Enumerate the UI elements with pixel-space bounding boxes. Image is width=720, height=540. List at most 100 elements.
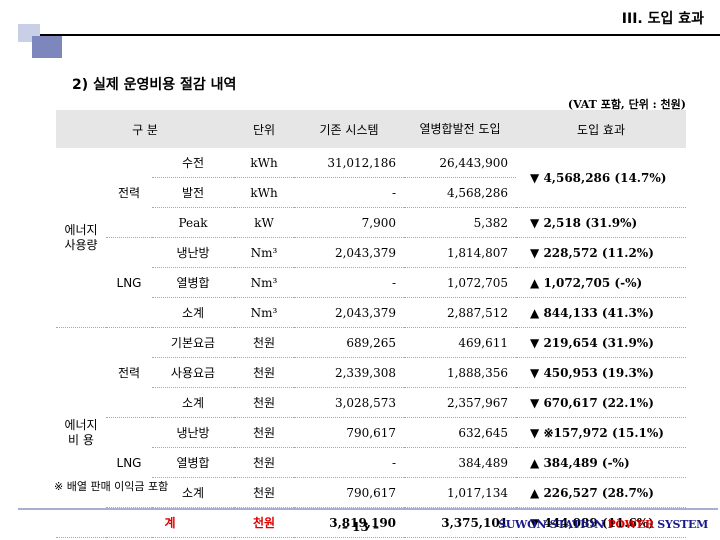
subgroup-lng: LNG (106, 417, 152, 508)
row-effect: ▼ ※157,972 (15.1%) (516, 417, 687, 448)
header-category: 구 분 (56, 110, 235, 148)
row-existing: 790,617 (294, 417, 405, 448)
row-cogen: 2,887,512 (404, 297, 517, 328)
row-label: 냉난방 (152, 417, 235, 448)
row-effect: ▼ 228,572 (11.2%) (516, 237, 687, 268)
row-unit: kW (234, 207, 295, 238)
row-effect: ▼ 219,654 (31.9%) (516, 327, 687, 358)
row-existing: - (294, 267, 405, 298)
total-label: 계 (106, 507, 235, 538)
table-row: 사용요금 천원 2,339,308 1,888,356 ▼ 450,953 (1… (56, 357, 687, 388)
row-unit: kWh (234, 148, 295, 178)
table-row: 열병합 Nm³ - 1,072,705 ▲ 1,072,705 (-%) (56, 267, 687, 298)
footer-rule (18, 508, 718, 510)
group-usage: 에너지 사용량 (56, 148, 106, 328)
row-existing: 2,043,379 (294, 237, 405, 268)
table-row: 에너지 사용량 전력 수전 kWh 31,012,186 26,443,900 … (56, 148, 687, 328)
brand-part3: SYSTEM (653, 518, 708, 531)
table-row: Peak kW 7,900 5,382 ▼ 2,518 (31.9%) (56, 207, 687, 238)
page-subtitle: 2) 실제 운영비용 절감 내역 (72, 77, 237, 93)
row-unit: 천원 (234, 477, 295, 508)
row-label: 소계 (152, 387, 235, 418)
total-effect: ▼ 444,089 (11.6%) (516, 507, 687, 538)
row-cogen: 632,645 (404, 417, 517, 448)
row-effect: ▼ 2,518 (31.9%) (516, 207, 687, 238)
row-cogen: 5,382 (404, 207, 517, 238)
row-effect: ▲ 384,489 (-%) (516, 447, 687, 478)
subgroup-lng: LNG (106, 237, 152, 328)
total-cogen: 3,375,101 (404, 507, 517, 538)
table-row: LNG 냉난방 Nm³ 2,043,379 1,814,807 ▼ 228,57… (56, 237, 687, 328)
table-row: 발전 kWh - 4,568,286 (56, 177, 686, 208)
header-unit: 단위 (234, 110, 295, 148)
row-unit: 천원 (234, 447, 295, 478)
row-label: 열병합 (152, 267, 235, 298)
row-cogen: 1,814,807 (404, 237, 517, 268)
table-row: 열병합 천원 - 384,489 ▲ 384,489 (-%) (56, 447, 687, 478)
total-existing: 3,819,190 (294, 507, 405, 538)
row-existing: - (294, 177, 405, 208)
subgroup-elec: 전력 (106, 148, 152, 238)
row-unit: Nm³ (234, 267, 295, 298)
row-existing: 689,265 (294, 327, 405, 358)
footnote: ※ 배열 판매 이익금 포함 (54, 480, 169, 493)
row-effect: ▼ 4,568,286 (14.7%) (516, 148, 687, 208)
row-unit: kWh (234, 177, 295, 208)
row-unit: 천원 (234, 417, 295, 448)
row-label: 냉난방 (152, 237, 235, 268)
row-cogen: 1,888,356 (404, 357, 517, 388)
row-existing: 2,339,308 (294, 357, 405, 388)
header-existing: 기존 시스템 (294, 110, 405, 148)
total-unit: 천원 (234, 507, 295, 538)
table-row: 소계 Nm³ 2,043,379 2,887,512 ▲ 844,133 (41… (56, 297, 687, 328)
row-unit: Nm³ (234, 237, 295, 268)
row-label: 기본요금 (152, 327, 235, 358)
table-row: 소계 천원 3,028,573 2,357,967 ▼ 670,617 (22.… (56, 387, 687, 418)
row-effect: ▼ 450,953 (19.3%) (516, 357, 687, 388)
subgroup-elec: 전력 (106, 327, 152, 418)
row-existing: 3,028,573 (294, 387, 405, 418)
row-unit: 천원 (234, 357, 295, 388)
row-unit: 천원 (234, 327, 295, 358)
decor-square-dark (32, 36, 62, 58)
row-label: 발전 (152, 177, 235, 208)
row-effect: ▲ 226,527 (28.7%) (516, 477, 687, 508)
row-label: 소계 (152, 297, 235, 328)
header-effect: 도입 효과 (516, 110, 687, 148)
row-label: Peak (152, 207, 235, 238)
table-row: 소계 천원 790,617 1,017,134 ▲ 226,527 (28.7%… (56, 477, 687, 508)
row-cogen: 4,568,286 (404, 177, 517, 208)
section-title: III. 도입 효과 (621, 11, 704, 27)
page-number: – 13 – (342, 520, 380, 534)
row-cogen: 1,072,705 (404, 267, 517, 298)
row-existing: 31,012,186 (294, 148, 405, 178)
row-unit: Nm³ (234, 297, 295, 328)
row-cogen: 26,443,900 (404, 148, 517, 178)
row-cogen: 469,611 (404, 327, 517, 358)
row-label: 소계 (152, 477, 235, 508)
row-cogen: 2,357,967 (404, 387, 517, 418)
row-label: 수전 (152, 148, 235, 178)
table-row: LNG 냉난방 천원 790,617 632,645 ▼ ※157,972 (1… (56, 417, 687, 508)
unit-note: (VAT 포함, 단위 : 천원) (567, 98, 686, 111)
row-existing: 7,900 (294, 207, 405, 238)
table-header-row: 구 분 단위 기존 시스템 열병합발전 도입 도입 효과 (56, 110, 687, 148)
row-effect: ▲ 1,072,705 (-%) (516, 267, 687, 298)
row-label: 열병합 (152, 447, 235, 478)
brand-part1: SUWON STATION (498, 518, 608, 531)
row-effect: ▲ 844,133 (41.3%) (516, 297, 687, 328)
header-cogen: 열병합발전 도입 (404, 110, 517, 148)
row-existing: 790,617 (294, 477, 405, 508)
row-cogen: 384,489 (404, 447, 517, 478)
row-label: 사용요금 (152, 357, 235, 388)
table-total-row: 계 천원 3,819,190 3,375,101 ▼ 444,089 (11.6… (56, 507, 687, 538)
group-cost: 에너지 비 용 (56, 327, 106, 538)
row-existing: - (294, 447, 405, 478)
table-row: 에너지 비 용 전력 기본요금 천원 689,265 469,611 ▼ 219… (56, 327, 687, 538)
header-rule (40, 34, 720, 36)
brand-part2: POWER (607, 518, 655, 531)
row-existing: 2,043,379 (294, 297, 405, 328)
brand-footer: SUWON STATION POWER SYSTEM (498, 518, 708, 531)
row-unit: 천원 (234, 387, 295, 418)
cost-savings-table: 구 분 단위 기존 시스템 열병합발전 도입 도입 효과 에너지 사용량 전력 … (56, 110, 687, 538)
